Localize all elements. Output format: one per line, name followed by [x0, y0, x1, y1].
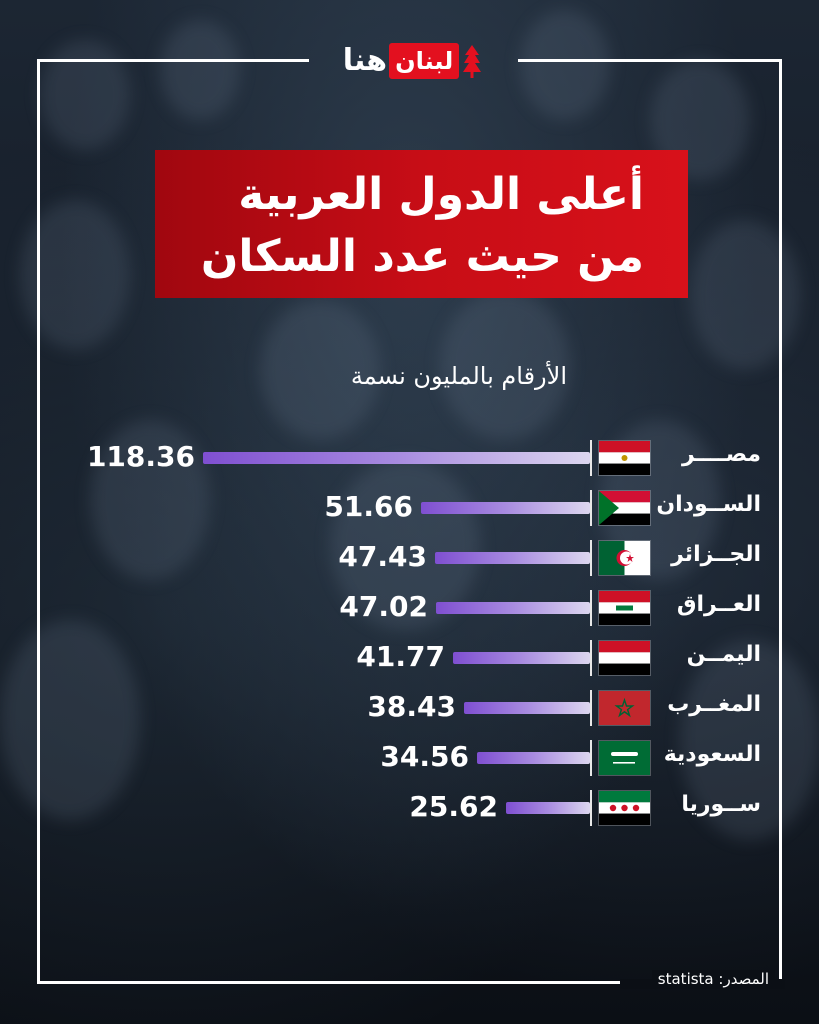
value-label: 38.43	[367, 690, 456, 723]
bar-baseline-tick	[590, 490, 592, 526]
logo-huna-text: هنا	[342, 43, 388, 78]
title-line-1: أعلى الدول العربية	[238, 169, 644, 220]
bar-baseline-tick	[590, 540, 592, 576]
country-label: الجــزائر	[671, 542, 761, 567]
bar-baseline-tick	[590, 640, 592, 676]
title-line-2: من حيث عدد السكان	[200, 231, 644, 282]
country-label: الســودان	[656, 492, 761, 517]
bar-baseline-tick	[590, 790, 592, 826]
cedar-icon	[463, 45, 482, 78]
bar-baseline-tick	[590, 440, 592, 476]
value-label: 25.62	[409, 790, 498, 823]
bar-baseline-tick	[590, 740, 592, 776]
bar	[436, 602, 590, 614]
bar-row: ســوريا 25.62	[0, 788, 819, 828]
bar-row: المغــرب 38.43	[0, 688, 819, 728]
country-label: المغــرب	[667, 692, 761, 717]
country-label: ســوريا	[681, 792, 761, 817]
bar-row: الســودان 51.66	[0, 488, 819, 528]
bar-row: السعودية 34.56	[0, 738, 819, 778]
bar	[464, 702, 590, 714]
bar-row: الجــزائر 47.43	[0, 538, 819, 578]
frame-top-right-segment	[518, 59, 782, 62]
source-value: statista	[657, 970, 714, 988]
value-label: 47.43	[338, 540, 427, 573]
value-label: 118.36	[86, 440, 195, 473]
bar	[453, 652, 590, 664]
bar	[477, 752, 590, 764]
bar-row: العــراق 47.02	[0, 588, 819, 628]
bar	[203, 452, 590, 464]
source-credit: المصدر: statista	[651, 970, 775, 988]
white-frame-border	[37, 59, 782, 984]
iraq-flag-icon	[599, 591, 650, 625]
bar	[506, 802, 590, 814]
country-label: العــراق	[676, 592, 761, 617]
syria-flag-icon	[599, 791, 650, 825]
country-label: مصــــر	[681, 442, 761, 467]
bar-baseline-tick	[590, 690, 592, 726]
bar	[421, 502, 590, 514]
value-label: 41.77	[356, 640, 445, 673]
title-banner: أعلى الدول العربية من حيث عدد السكان	[155, 150, 688, 298]
frame-top-left-segment	[37, 59, 309, 62]
country-label: السعودية	[663, 742, 761, 767]
chart-subtitle: الأرقام بالمليون نسمة	[350, 362, 567, 390]
value-label: 34.56	[380, 740, 469, 773]
bar	[435, 552, 590, 564]
brand-logo: لبنان هنا	[334, 40, 490, 82]
logo-lubnan-text: لبنان	[389, 43, 460, 79]
source-label: المصدر:	[718, 970, 769, 988]
yemen-flag-icon	[599, 641, 650, 675]
sudan-flag-icon	[599, 491, 650, 525]
value-label: 47.02	[339, 590, 428, 623]
egypt-flag-icon	[599, 441, 650, 475]
value-label: 51.66	[324, 490, 413, 523]
saudi-flag-icon	[599, 741, 650, 775]
bar-row: اليمــن 41.77	[0, 638, 819, 678]
bar-baseline-tick	[590, 590, 592, 626]
bar-row: مصــــر 118.36	[0, 438, 819, 478]
country-label: اليمــن	[686, 642, 761, 667]
algeria-flag-icon	[599, 541, 650, 575]
morocco-flag-icon	[599, 691, 650, 725]
